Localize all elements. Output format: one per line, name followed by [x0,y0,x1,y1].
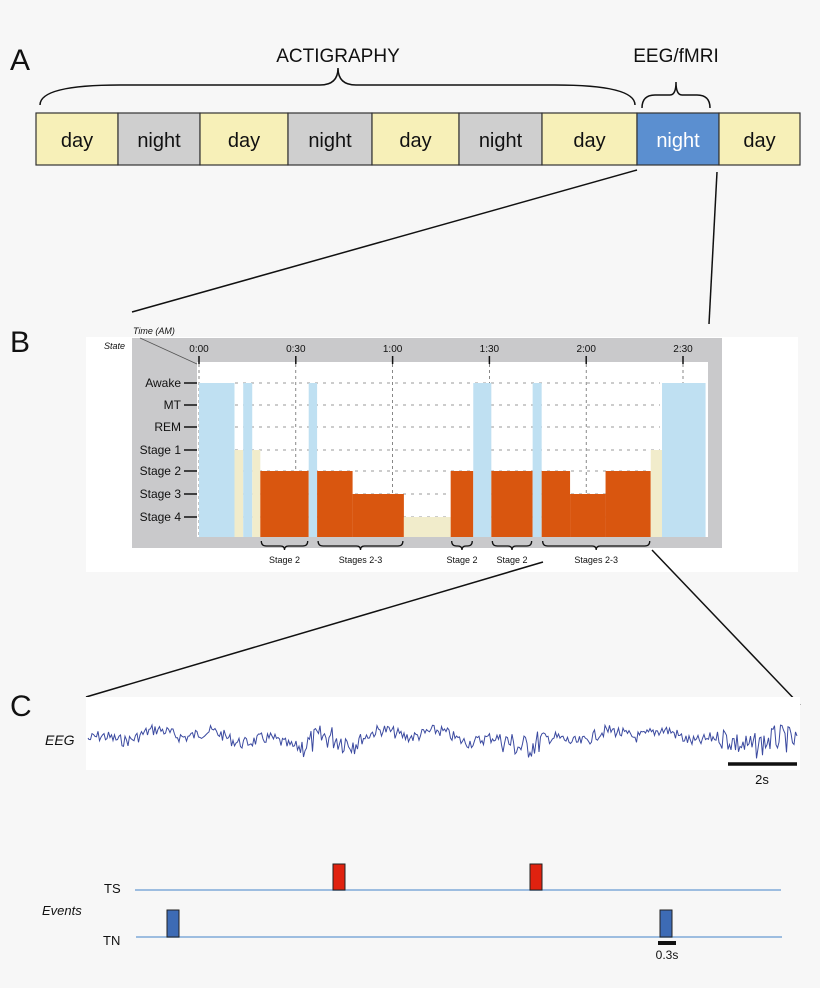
eeg-fmri-brace [641,81,711,109]
state-label: Stage 2 [140,464,182,478]
timeline-cell-label: night [137,130,181,152]
panel-label-a: A [10,44,30,77]
day-night-bar: day night day night day night day night day [35,112,801,166]
stage-brace-label: Stage 2 [496,555,527,565]
time-tick-label: 0:30 [286,344,306,355]
state-label: MT [164,398,182,412]
hypnogram-segment-stage-2 [260,471,309,537]
stage-brace [491,540,533,551]
eeg-trace [87,723,798,759]
eeg-scale-label: 2s [755,772,769,787]
eeg-background [86,697,800,770]
timeline-cell-label: day [228,130,260,152]
zoom-line-right [708,171,718,325]
timeline-cell-scan-night [636,112,720,166]
stage-brace-label: Stage 2 [269,555,300,565]
hypnogram-segment-stage-2 [491,471,533,537]
timeline-cell-label: night [308,130,352,152]
timeline-cell-day [35,112,119,166]
state-label: Stage 3 [140,487,182,501]
events-panel: TS Events TN 0.3s [42,863,782,962]
hypnogram-segment-stage-2 [317,471,353,537]
time-tick-label: 1:30 [480,344,500,355]
actigraphy-brace [39,67,636,106]
stage-brace [260,540,309,551]
timeline-cell-day [199,112,289,166]
panel-label-c: C [10,690,32,723]
tn-event-marker [659,909,673,938]
timeline-cell-day [371,112,460,166]
eeg-label: EEG [45,732,75,748]
actigraphy-label: ACTIGRAPHY [276,46,400,67]
hypnogram-panel: Time (AM) State 0:00 0:30 1:00 1:30 2:00 2:30… [86,326,798,572]
tn-event-marker [166,909,180,938]
zoom-line-left [131,169,638,313]
stage-brace-label: Stages 2-3 [574,555,618,565]
hypnogram-segment-stage-1 [234,450,244,537]
hypnogram-segment-awake [473,383,492,537]
timeline-cell-label: day [573,130,605,152]
hypnogram-segment-awake [199,383,235,537]
hypnogram-segment-stage-2 [605,471,651,537]
time-tick-label: 2:30 [673,344,693,355]
timeline-cell-day [718,112,801,166]
axis-corner-diagonal [139,337,198,365]
hypnogram-segment-awake [662,383,706,537]
time-tick-label: 0:00 [189,344,209,355]
eeg-fmri-label: EEG/fMRI [633,46,719,67]
timeline-cell-day [541,112,638,166]
timeline-cell-label: night [656,130,700,152]
hypnogram-segment-awake [532,383,542,537]
hypnogram-segment-stage-2 [541,471,571,537]
hypnogram-segment-stage-3 [570,494,606,537]
hypnogram-segment-stage-2 [450,471,474,537]
state-label: Stage 1 [140,443,182,457]
stage-brace-label: Stage 2 [446,555,477,565]
events-scale-label: 0.3s [656,948,679,962]
timeline-cell-night [458,112,543,166]
time-tick-label: 1:00 [383,344,403,355]
time-axis-label: Time (AM) [133,326,175,336]
hypnogram-segment-stage-3 [352,494,404,537]
stage-brace [451,540,473,551]
hypnogram-segment-awake [308,383,318,537]
state-label: REM [154,420,181,434]
hypnogram-segment-stage-1 [650,450,663,537]
zoom-line-c-right [651,549,801,706]
panel-label-b: B [10,326,30,359]
stage-brace [317,540,404,551]
timeline-cell-night [117,112,201,166]
hypnogram-segment-stage-4 [403,517,451,537]
stage-brace [542,540,651,551]
ts-event-marker [529,863,543,891]
state-axis-label: State [104,341,125,351]
hypnogram-segment-awake [243,383,253,537]
timeline-cell-label: day [743,130,775,152]
timeline-panel: ACTIGRAPHY EEG/fMRI day night day night day n… [35,46,801,166]
time-tick-label: 2:00 [576,344,596,355]
state-label: Awake [145,376,181,390]
zoom-line-c-left [85,561,544,698]
eeg-panel: EEG 2s [45,697,800,787]
timeline-cell-label: day [61,130,93,152]
timeline-cell-label: night [479,130,523,152]
hypnogram-chart: 0:00 0:30 1:00 1:30 2:00 2:30 Awake MT REM Stage … [140,344,706,565]
ts-event-marker [332,863,346,891]
stage-brace-label: Stages 2-3 [339,555,383,565]
hypnogram-segment-stage-1 [252,450,261,537]
timeline-cell-label: day [399,130,431,152]
state-label: Stage 4 [140,510,182,524]
events-label: Events [42,903,82,918]
ts-label: TS [104,881,121,896]
tn-label: TN [103,933,120,948]
